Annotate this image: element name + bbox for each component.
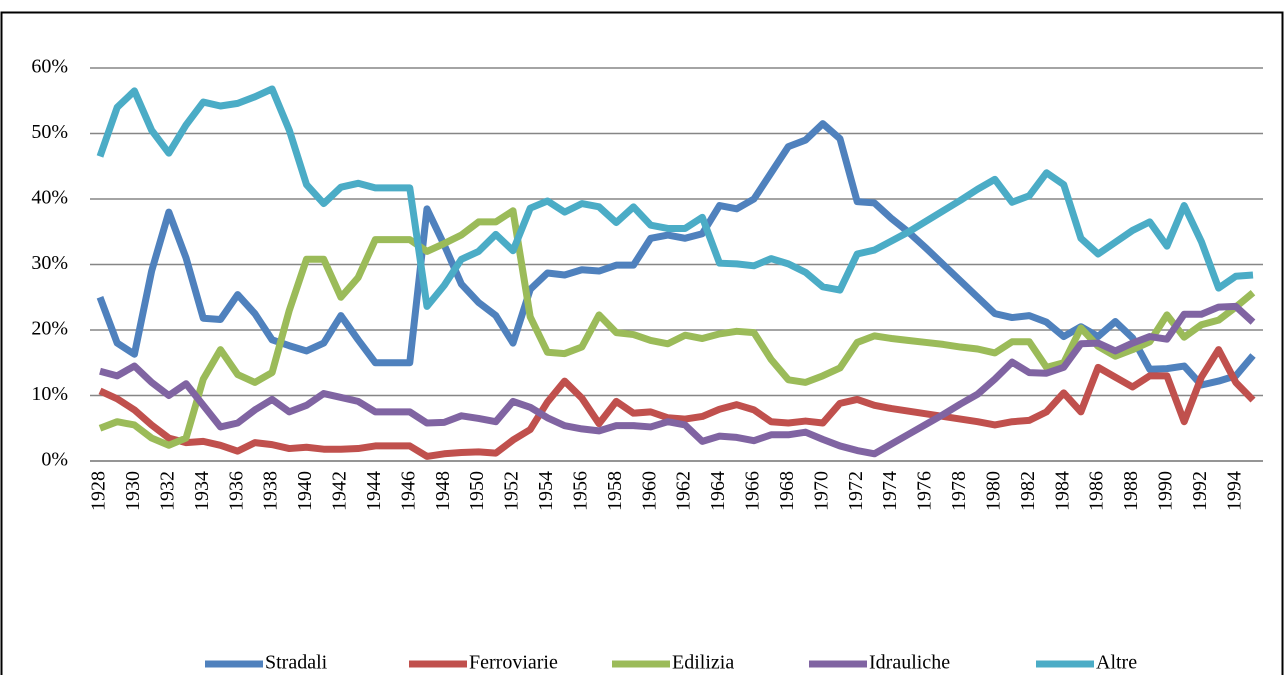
x-tick-label: 1984 — [1051, 471, 1073, 511]
x-tick-label: 1958 — [604, 471, 626, 511]
series-line — [99, 302, 1256, 458]
x-tick-label: 1970 — [810, 471, 832, 511]
series-line — [96, 85, 1254, 310]
x-tick-label: 1992 — [1189, 471, 1211, 511]
x-tick-label: 1944 — [363, 471, 385, 511]
legend-label: Altre — [1096, 652, 1137, 674]
x-tick-label: 1956 — [569, 471, 591, 511]
y-tick-label: 30% — [31, 252, 68, 274]
x-tick-label: 1940 — [294, 471, 316, 511]
x-tick-label: 1972 — [845, 471, 867, 511]
x-tick-label: 1966 — [742, 471, 764, 511]
x-tick-label: 1936 — [225, 471, 247, 511]
legend-label: Idrauliche — [869, 652, 950, 674]
x-tick-label: 1948 — [432, 471, 454, 511]
y-tick-label: 40% — [31, 187, 68, 209]
x-tick-label: 1930 — [122, 471, 144, 511]
y-tick-label: 60% — [31, 56, 68, 78]
x-tick-label: 1968 — [776, 471, 798, 511]
x-tick-label: 1974 — [879, 471, 901, 511]
x-tick-label: 1942 — [329, 471, 351, 511]
series-line — [98, 207, 1256, 449]
x-tick-label: 1986 — [1086, 471, 1108, 511]
y-tick-label: 50% — [31, 121, 68, 143]
x-tick-label: 1990 — [1155, 471, 1177, 511]
y-tick-label: 20% — [31, 318, 68, 340]
x-tick-label: 1946 — [397, 471, 419, 511]
x-tick-label: 1982 — [1017, 471, 1039, 511]
x-tick-label: 1980 — [982, 471, 1004, 511]
legend-label: Edilizia — [672, 652, 734, 674]
x-tick-label: 1928 — [88, 471, 110, 511]
x-tick-label: 1994 — [1223, 471, 1245, 511]
x-tick-label: 1978 — [948, 471, 970, 511]
legend-label: Ferroviarie — [469, 652, 558, 674]
x-tick-label: 1976 — [914, 471, 936, 511]
x-tick-label: 1938 — [260, 471, 282, 511]
x-tick-label: 1934 — [191, 471, 213, 511]
x-tick-label: 1952 — [501, 471, 523, 511]
legend-label: Stradali — [265, 652, 328, 674]
x-tick-label: 1964 — [707, 471, 729, 511]
series-line — [96, 120, 1256, 389]
x-tick-label: 1988 — [1120, 471, 1142, 511]
x-tick-label: 1962 — [673, 471, 695, 511]
x-tick-label: 1932 — [156, 471, 178, 511]
y-tick-label: 10% — [31, 383, 68, 405]
series-line — [98, 346, 1256, 460]
x-tick-label: 1950 — [466, 471, 488, 511]
x-tick-label: 1954 — [535, 471, 557, 511]
y-tick-label: 0% — [41, 449, 68, 471]
x-tick-label: 1960 — [638, 471, 660, 511]
